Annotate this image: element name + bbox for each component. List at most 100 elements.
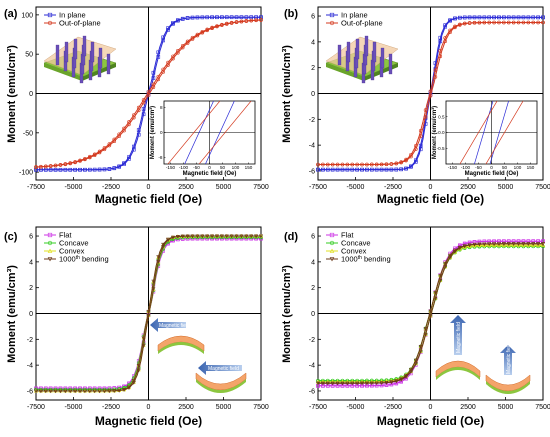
x-tick-label: -7500 xyxy=(309,404,327,411)
legend-label: In plane xyxy=(59,11,86,20)
legend-label: Out-of-plane xyxy=(59,19,101,28)
x-tick-label: 0 xyxy=(147,404,151,411)
data-point xyxy=(360,162,364,167)
data-point xyxy=(112,139,117,144)
pillar-shape xyxy=(346,41,351,63)
data-point xyxy=(521,242,526,246)
data-point xyxy=(258,234,264,239)
y-tick-label: 2 xyxy=(29,285,33,292)
data-point xyxy=(321,162,325,167)
data-point xyxy=(205,234,210,239)
data-point xyxy=(394,167,399,172)
data-point xyxy=(43,164,48,169)
x-tick-label: 0 xyxy=(147,184,151,191)
data-point xyxy=(374,167,379,172)
concave-substrate-shape xyxy=(158,342,204,354)
data-point xyxy=(379,167,384,172)
inset-x-tick-label: 0 xyxy=(490,165,493,170)
data-point xyxy=(526,15,531,20)
x-tick-label: -2500 xyxy=(102,404,120,411)
data-point xyxy=(340,167,345,172)
data-point xyxy=(156,55,161,59)
y-tick-label: 2 xyxy=(311,65,315,72)
series-1000th-bending xyxy=(33,234,264,394)
data-point xyxy=(384,381,389,385)
x-tick-label: 5000 xyxy=(498,184,514,191)
series-out-of-plane xyxy=(316,20,545,167)
x-tick-label: -7500 xyxy=(27,184,45,191)
data-point xyxy=(239,19,244,24)
data-point xyxy=(316,167,320,172)
data-point xyxy=(234,234,239,239)
data-point xyxy=(526,242,531,246)
data-point xyxy=(458,23,462,27)
data-point xyxy=(141,112,146,117)
inset-y-tick-label: 8 xyxy=(160,105,163,110)
legend-label: Convex xyxy=(59,247,85,256)
pillar-shape xyxy=(55,44,60,66)
data-point xyxy=(531,242,536,246)
data-point xyxy=(413,362,418,366)
data-point xyxy=(487,242,492,247)
field-arrow-left-icon xyxy=(198,361,242,375)
data-point xyxy=(345,162,350,167)
data-point xyxy=(433,75,438,79)
data-point xyxy=(360,381,365,386)
data-point xyxy=(43,389,48,394)
hysteresis-branch-up xyxy=(36,235,261,392)
data-point xyxy=(345,167,350,172)
inset-loop-line xyxy=(474,101,494,164)
data-point xyxy=(63,162,68,167)
data-point xyxy=(48,164,53,168)
data-point xyxy=(205,28,209,33)
data-point xyxy=(506,242,511,246)
data-point xyxy=(477,20,482,25)
y-axis-label: Moment (emu/cm³) xyxy=(6,265,18,363)
data-point xyxy=(58,389,63,394)
data-point xyxy=(501,242,506,247)
data-point xyxy=(492,242,497,246)
data-point xyxy=(418,344,423,349)
data-point xyxy=(384,167,389,172)
data-point xyxy=(384,162,389,167)
pillar-shape xyxy=(98,47,103,69)
pillar-shape xyxy=(372,41,377,63)
data-point xyxy=(487,20,491,25)
legend-swatch-marker xyxy=(47,240,53,246)
data-point xyxy=(249,18,254,23)
data-point xyxy=(452,250,457,254)
inset-x-tick-label: -100 xyxy=(179,165,189,170)
inset-x-tick-label: -100 xyxy=(461,165,471,170)
y-axis-label: Moment (emu/cm³) xyxy=(281,45,293,143)
pillar-shape xyxy=(337,44,342,66)
legend-label: Concave xyxy=(341,239,371,248)
x-tick-label: 7500 xyxy=(535,184,550,191)
chart-panel-c: -7500 -5000 -2500 0 2500 5000 7500 -6 -4 -2 0 2 4 6 Ma… xyxy=(4,226,269,428)
data-point xyxy=(330,162,335,167)
data-point xyxy=(448,30,452,35)
x-tick-label: -5000 xyxy=(65,184,83,191)
data-point xyxy=(176,18,180,23)
data-point xyxy=(404,158,408,163)
data-point xyxy=(423,327,428,331)
data-point xyxy=(335,162,340,167)
legend-swatch-marker xyxy=(329,12,335,18)
pillar-shape xyxy=(388,53,393,75)
data-point xyxy=(355,167,359,172)
data-point xyxy=(516,242,521,247)
data-point xyxy=(180,17,185,21)
legend-label: Concave xyxy=(59,239,89,248)
inset-x-tick-label: -50 xyxy=(193,165,200,170)
data-point xyxy=(166,28,170,32)
data-point xyxy=(506,20,511,25)
data-point xyxy=(399,160,403,165)
panel-label: (a) xyxy=(4,8,18,20)
pillar-shape xyxy=(106,53,111,75)
y-tick-label: 50 xyxy=(25,52,33,59)
data-point xyxy=(102,147,107,152)
data-point xyxy=(511,15,516,20)
data-point xyxy=(151,85,156,89)
data-point xyxy=(330,381,335,386)
field-arrow-up-icon xyxy=(500,345,516,375)
data-point xyxy=(73,167,77,172)
